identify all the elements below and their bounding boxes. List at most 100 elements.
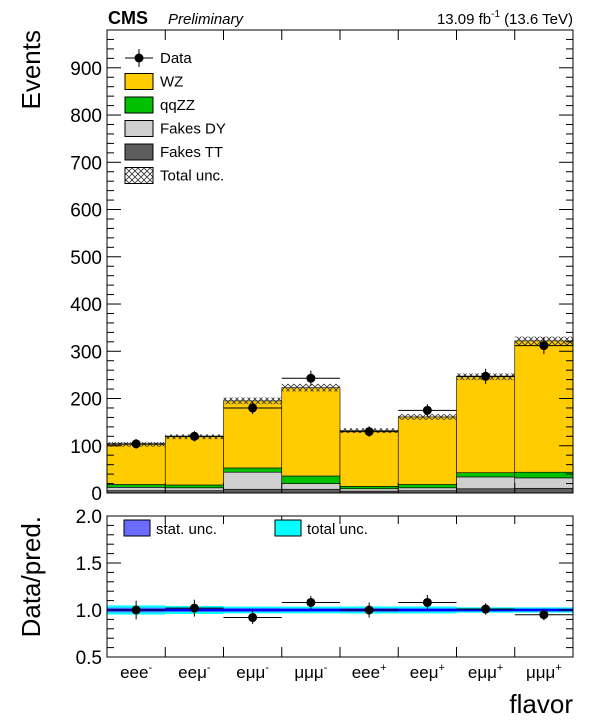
legend-label-data: Data bbox=[160, 50, 192, 67]
legend-marker-data bbox=[134, 53, 144, 63]
y-tick-label-2: 200 bbox=[70, 390, 102, 411]
ratio-legend-label-total-unc: total unc. bbox=[307, 521, 368, 538]
total-unc-2 bbox=[223, 397, 282, 405]
data-points bbox=[107, 337, 573, 449]
bar-fakes-dy-5 bbox=[397, 487, 457, 491]
data-point-4 bbox=[364, 427, 374, 437]
cms-label: CMS bbox=[108, 8, 148, 28]
data-point-1 bbox=[189, 431, 199, 441]
bar-fakes-dy-0 bbox=[106, 487, 166, 491]
bottom-legend: stat. unc. total unc. bbox=[123, 519, 368, 538]
legend-swatch-wz bbox=[124, 73, 154, 90]
bar-wz-5 bbox=[397, 416, 457, 485]
data-point-5 bbox=[422, 405, 432, 415]
y-tick-label-0: 0 bbox=[91, 484, 102, 505]
y-tick-label-9: 900 bbox=[70, 59, 102, 80]
y-tick-label-5: 500 bbox=[70, 248, 102, 269]
y-tick-label-8: 800 bbox=[70, 106, 102, 127]
legend-label-fakes-dy: Fakes DY bbox=[160, 121, 226, 138]
y-tick-label-4: 400 bbox=[70, 295, 102, 316]
y-axis-label-ratio: Data/pred. bbox=[16, 516, 46, 637]
ratio-point-3 bbox=[306, 597, 316, 607]
legend-label-qqzz: qqZZ bbox=[160, 97, 195, 114]
x-tick-label-2: eμμ- bbox=[236, 662, 269, 682]
y-tick-label-6: 600 bbox=[70, 201, 102, 222]
x-tick-label-4: eee+ bbox=[352, 662, 387, 682]
total-unc-3 bbox=[281, 383, 340, 392]
bar-qqzz-0 bbox=[106, 484, 166, 488]
x-tick-label-0: eee- bbox=[120, 662, 152, 682]
bar-fakes-tt-6 bbox=[456, 488, 516, 494]
bar-wz-7 bbox=[514, 340, 574, 473]
bar-qqzz-4 bbox=[339, 486, 399, 490]
legend-label-wz: WZ bbox=[160, 74, 183, 91]
y-tick-label-1: 100 bbox=[70, 437, 102, 458]
y-axis-label-events: Events bbox=[16, 30, 46, 110]
data-point-2 bbox=[248, 403, 258, 413]
bar-fakes-dy-1 bbox=[164, 487, 224, 491]
energy-label: (13.6 TeV) bbox=[504, 11, 573, 28]
bar-wz-6 bbox=[456, 376, 516, 473]
ratio-y-tick-label-0: 0.5 bbox=[76, 648, 102, 669]
bar-fakes-tt-2 bbox=[223, 488, 283, 494]
x-tick-labels: eee-eeμ-eμμ-μμμ-eee+ eeμ+ eμμ+ μμμ+ bbox=[120, 662, 562, 682]
y-tick-label-7: 700 bbox=[70, 153, 102, 174]
bar-fakes-tt-3 bbox=[281, 488, 341, 494]
bar-qqzz-5 bbox=[397, 484, 457, 489]
bar-qqzz-1 bbox=[164, 484, 224, 489]
ratio-point-5 bbox=[422, 597, 432, 607]
lumi-exponent: -1 bbox=[491, 9, 500, 20]
ratio-y-tick-label-3: 2.0 bbox=[76, 507, 102, 528]
ratio-point-6 bbox=[481, 604, 491, 614]
data-point-6 bbox=[481, 371, 491, 381]
ratio-y-tick-label-2: 1.5 bbox=[76, 554, 102, 575]
legend-label-fakes-tt: Fakes TT bbox=[160, 144, 223, 161]
ratio-point-7 bbox=[539, 610, 549, 620]
x-axis-label: flavor bbox=[509, 689, 573, 719]
bar-wz-1 bbox=[164, 436, 224, 486]
x-tick-label-1: eeμ- bbox=[178, 662, 211, 682]
bar-qqzz-6 bbox=[456, 472, 516, 478]
x-tick-label-5: eeμ+ bbox=[410, 662, 445, 682]
ratio-legend-swatch-stat-unc bbox=[123, 519, 151, 537]
bar-fakes-dy-2 bbox=[223, 471, 283, 490]
y-tick-label-3: 300 bbox=[70, 342, 102, 363]
ratio-legend-swatch-total-unc bbox=[274, 519, 302, 537]
preliminary-label: Preliminary bbox=[168, 11, 245, 28]
top-legend: Data WZ qqZZ Fakes DY Fakes TT Total unc. bbox=[124, 49, 226, 185]
x-tick-label-6: eμμ+ bbox=[468, 662, 503, 682]
data-point-3 bbox=[306, 373, 316, 383]
total-unc-5 bbox=[398, 414, 457, 420]
lumi-label: 13.09 fb-1 (13.6 TeV) bbox=[437, 9, 573, 28]
ratio-points bbox=[107, 594, 573, 625]
bar-wz-3 bbox=[281, 387, 341, 477]
bar-wz-0 bbox=[106, 444, 166, 485]
legend-swatch-fakes-dy bbox=[124, 120, 154, 137]
bar-fakes-dy-6 bbox=[456, 476, 516, 490]
x-tick-label-7: μμμ+ bbox=[526, 662, 562, 682]
x-tick-label-3: μμμ- bbox=[294, 662, 327, 682]
legend-swatch-qqzz bbox=[124, 96, 154, 114]
bar-fakes-dy-7 bbox=[514, 477, 574, 489]
ratio-legend-label-stat-unc: stat. unc. bbox=[156, 521, 217, 538]
ratio-point-1 bbox=[189, 603, 199, 613]
bar-fakes-tt-7 bbox=[514, 487, 574, 494]
top-axes: 0 100 200 300 400 500 600 700 800 900 bbox=[70, 30, 573, 505]
legend-swatch-total-unc bbox=[124, 167, 154, 184]
ratio-y-tick-label-1: 1.0 bbox=[76, 601, 102, 622]
ratio-point-4 bbox=[364, 605, 374, 615]
stacked-histogram bbox=[106, 340, 574, 494]
bar-qqzz-7 bbox=[514, 471, 574, 479]
bottom-axes: 0.5 1.0 1.5 2.0 bbox=[76, 507, 573, 669]
ratio-point-0 bbox=[131, 605, 141, 615]
data-point-7 bbox=[539, 341, 549, 351]
legend-label-total-unc: Total unc. bbox=[160, 168, 224, 185]
data-point-0 bbox=[131, 439, 141, 449]
bar-fakes-dy-3 bbox=[281, 483, 341, 490]
bar-fakes-dy-4 bbox=[339, 488, 399, 492]
bar-qqzz-2 bbox=[223, 467, 283, 473]
bar-qqzz-3 bbox=[281, 475, 341, 484]
legend-swatch-fakes-tt bbox=[124, 143, 154, 161]
ratio-point-2 bbox=[248, 613, 258, 623]
